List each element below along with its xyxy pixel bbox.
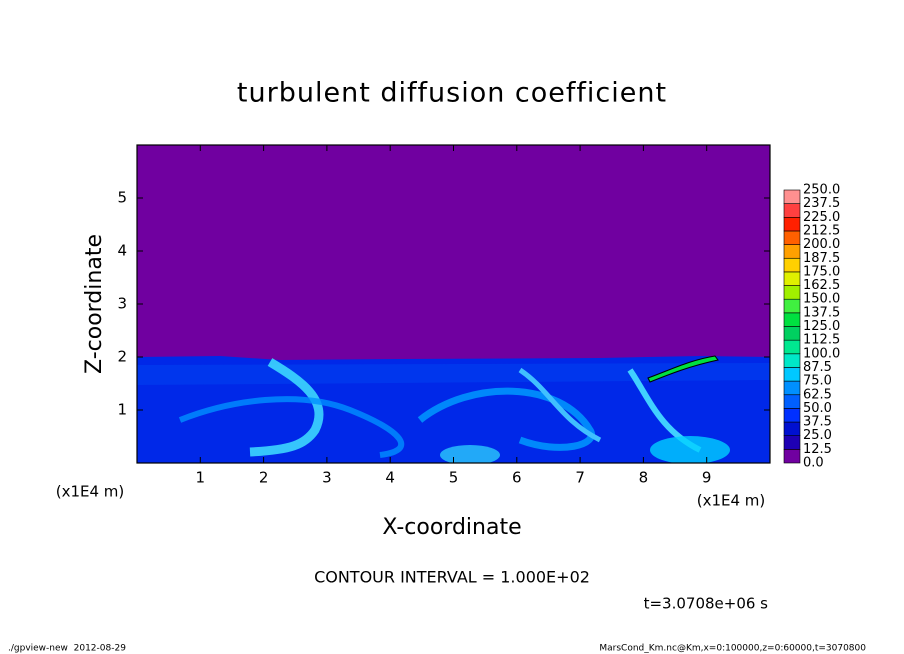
colorbar-label: 187.5 — [803, 251, 840, 266]
y-unit: (x1E4 m) — [56, 483, 125, 501]
colorbar-band — [783, 203, 801, 218]
chart-title: turbulent diffusion coefficient — [237, 78, 667, 109]
x-unit: (x1E4 m) — [697, 492, 766, 510]
x-tick-label: 9 — [702, 469, 712, 487]
field — [137, 355, 770, 463]
x-tick-label: 2 — [259, 469, 269, 487]
colorbar-band — [783, 421, 801, 436]
colorbar-band — [783, 449, 801, 464]
colorbar-label: 250.0 — [803, 183, 840, 198]
x-tick-label: 3 — [322, 469, 332, 487]
colorbar-band — [783, 244, 801, 259]
x-tick-label: 8 — [639, 469, 649, 487]
y-tick-label: 4 — [117, 242, 127, 260]
x-tick-label: 5 — [449, 469, 459, 487]
colorbar-band — [783, 353, 801, 368]
colorbar-label: 212.5 — [803, 223, 840, 238]
colorbar-band — [783, 394, 801, 409]
field-blob — [440, 445, 500, 463]
colorbar-band — [783, 367, 801, 382]
colorbar-band — [783, 380, 801, 396]
x-tick-label: 7 — [575, 469, 585, 487]
colorbar-label: 0.0 — [803, 456, 824, 471]
colorbar-label: 25.0 — [803, 428, 832, 443]
colorbar-band — [783, 408, 801, 423]
colorbar-label: 12.5 — [803, 442, 832, 457]
field-contour — [647, 355, 719, 383]
colorbar-band — [783, 298, 801, 314]
y-tick-label: 2 — [117, 348, 127, 366]
x-tick-label: 4 — [385, 469, 395, 487]
colorbar-label: 137.5 — [803, 305, 840, 320]
colorbar-label: 62.5 — [803, 387, 832, 402]
colorbar-band — [783, 257, 801, 273]
colorbar-label: 75.0 — [803, 374, 832, 389]
colorbar-band — [783, 435, 801, 450]
colorbar-band — [783, 285, 801, 300]
colorbar-label: 150.0 — [803, 292, 840, 307]
colorbar-label: 87.5 — [803, 360, 832, 375]
colorbar-band — [783, 271, 801, 286]
colorbar-band — [783, 312, 801, 327]
colorbar-band — [783, 230, 801, 245]
field-swirl — [417, 387, 595, 451]
colorbar-label: 200.0 — [803, 237, 840, 252]
colorbar-label: 50.0 — [803, 401, 832, 416]
colorbar-label: 112.5 — [803, 333, 840, 348]
colorbar-band — [783, 189, 801, 204]
x-tick-label: 6 — [512, 469, 522, 487]
field-swirl — [518, 367, 602, 443]
field-swirl — [178, 396, 405, 458]
field-blob — [650, 436, 730, 463]
y-tick-label: 3 — [117, 295, 127, 313]
y-tick-label: 1 — [117, 401, 127, 419]
colorbar-band — [783, 326, 801, 341]
contour-note: CONTOUR INTERVAL = 1.000E+02 — [314, 568, 590, 587]
colorbar-label: 225.0 — [803, 210, 840, 225]
colorbar-band — [783, 217, 801, 232]
colorbar-label: 237.5 — [803, 196, 840, 211]
y-axis-label: Z-coordinate — [82, 234, 107, 374]
colorbar-label: 100.0 — [803, 346, 840, 361]
time-label: t=3.0708e+06 s — [644, 595, 769, 613]
y-tick-label: 5 — [117, 189, 127, 207]
x-axis-label: X-coordinate — [382, 515, 521, 540]
colorbar-band — [783, 339, 801, 355]
colorbar-label: 37.5 — [803, 415, 832, 430]
footer-right: MarsCond_Km.nc@Km,x=0:100000,z=0:60000,t… — [599, 644, 866, 654]
colorbar-label: 162.5 — [803, 278, 840, 293]
colorbar-label: 125.0 — [803, 319, 840, 334]
field-swirl — [249, 358, 324, 457]
footer-left: ./gpview-new 2012-08-29 — [8, 644, 126, 654]
x-tick-label: 1 — [196, 469, 206, 487]
colorbar-label: 175.0 — [803, 264, 840, 279]
